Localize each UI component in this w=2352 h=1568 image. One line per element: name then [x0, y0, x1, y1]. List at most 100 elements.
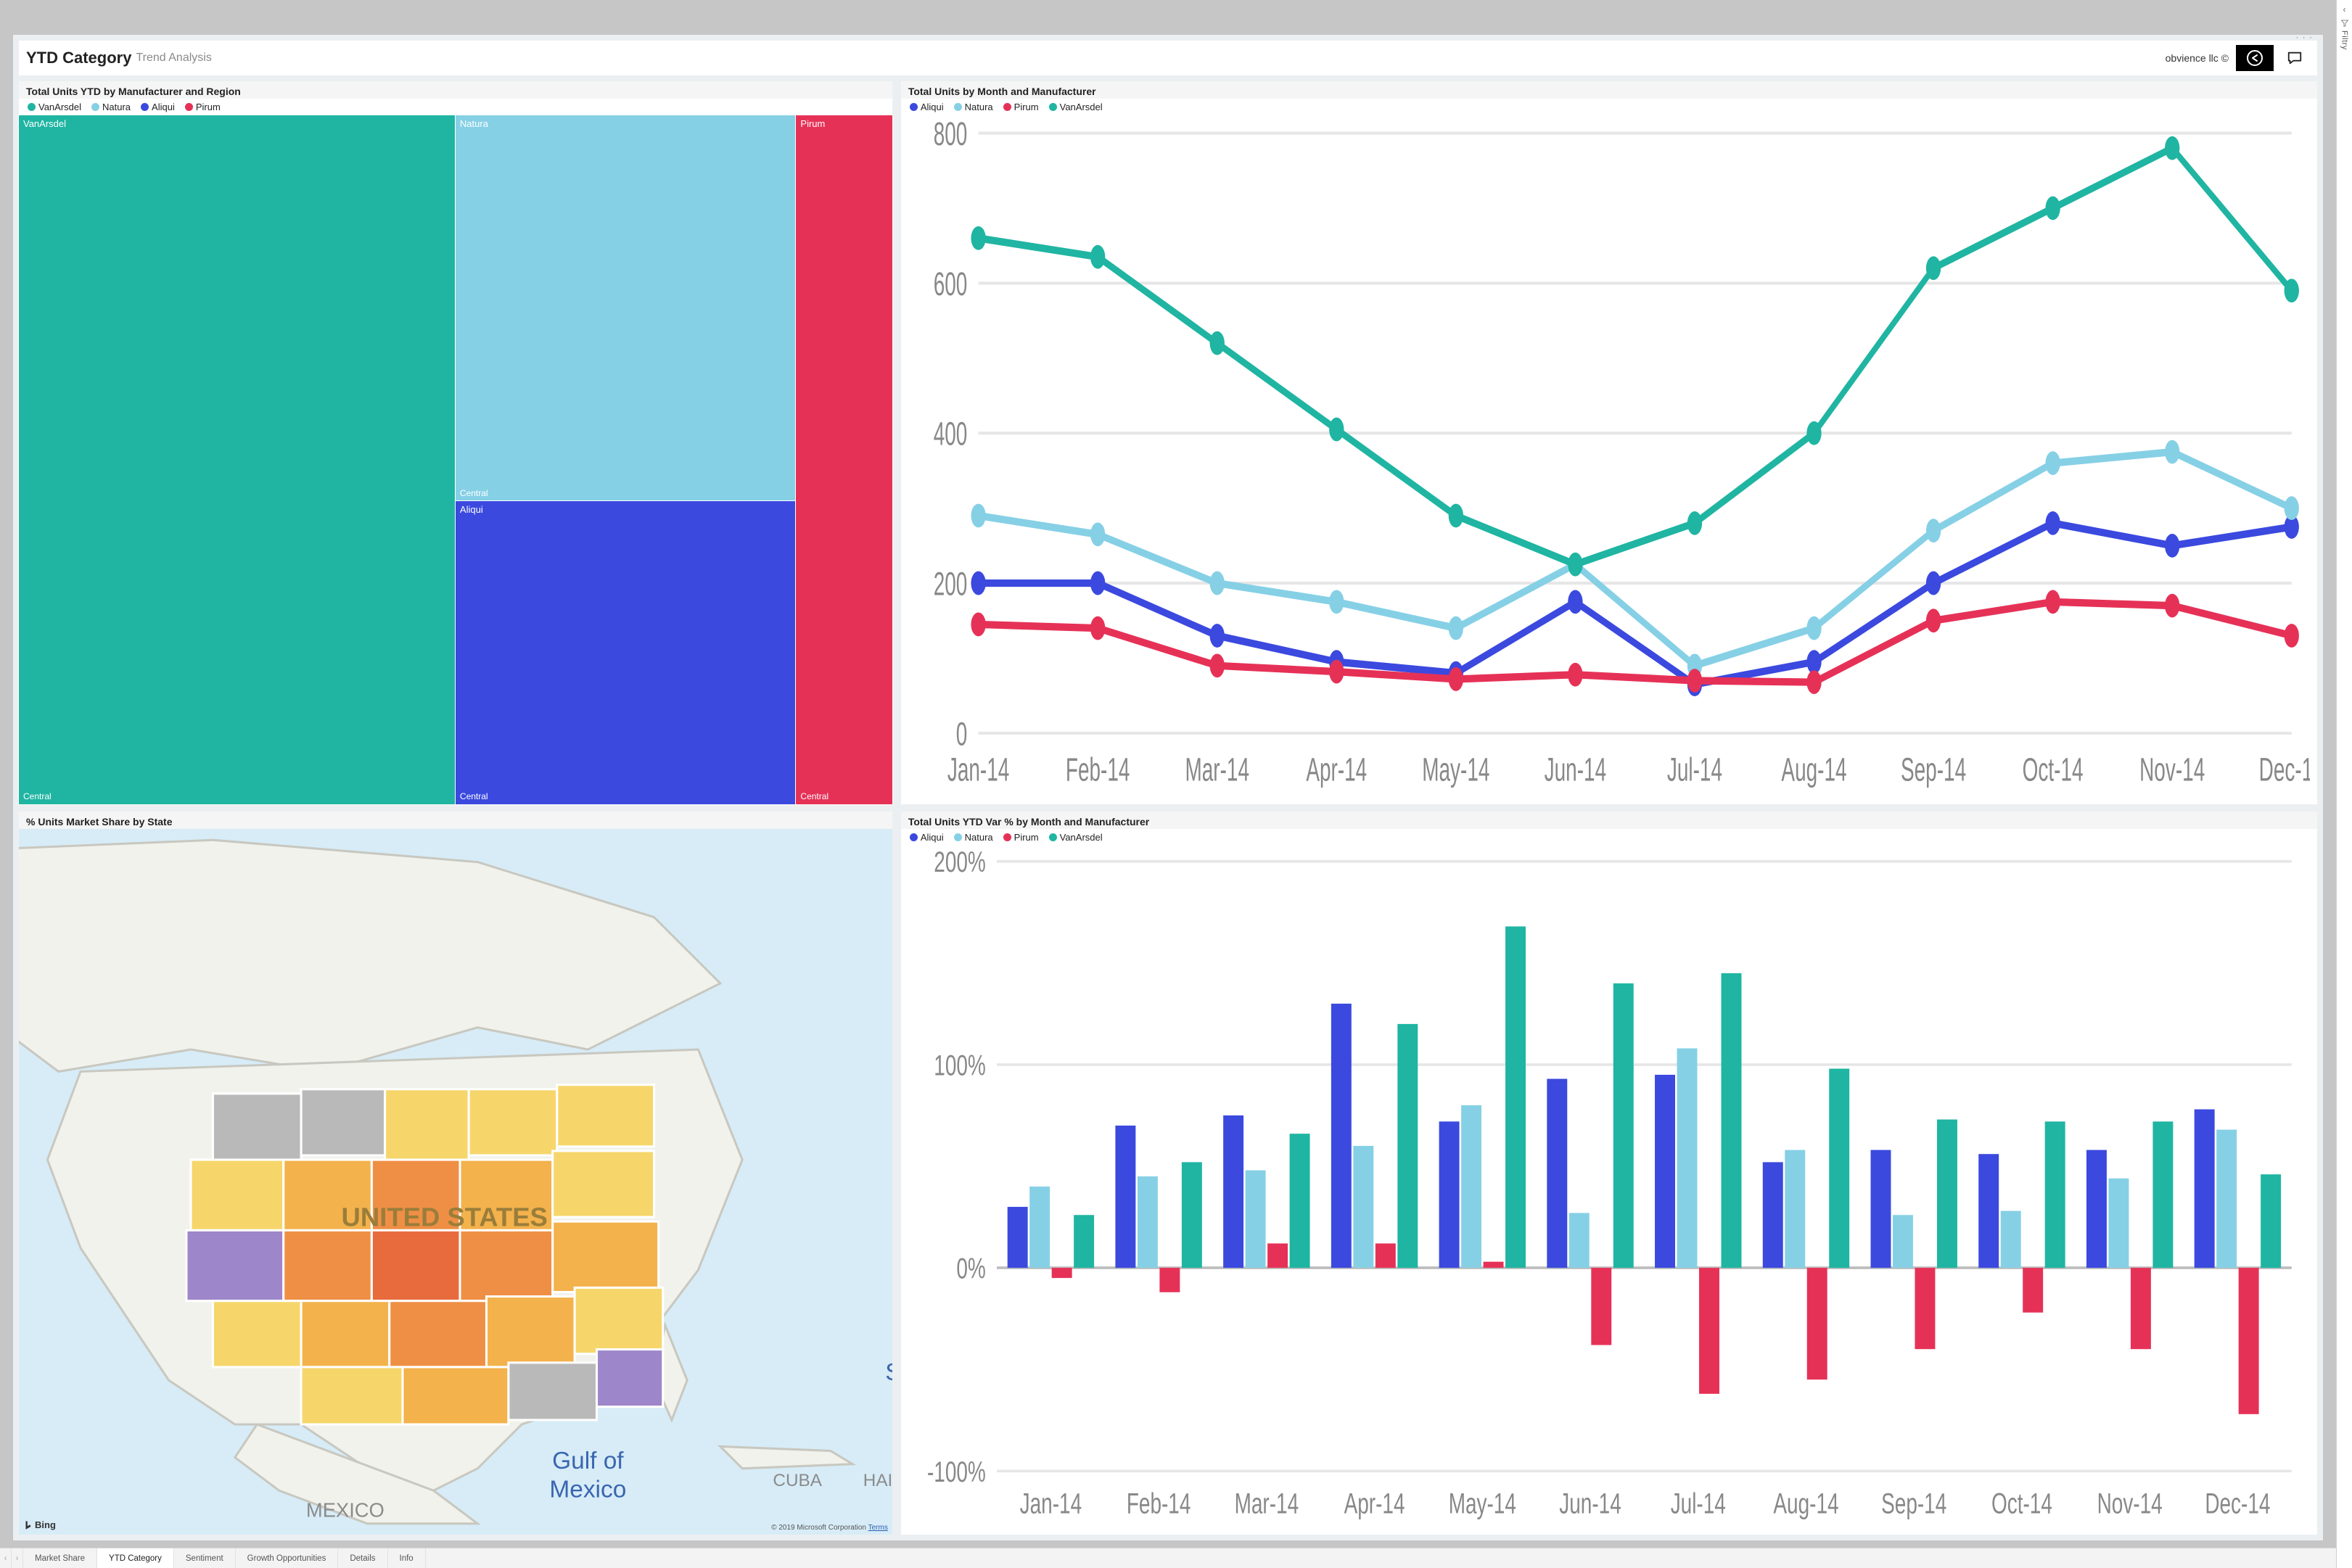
map-visual[interactable]: UNITED STATES Gulf ofMexico Sargass MEXICO C… [19, 829, 892, 1535]
svg-text:Mexico: Mexico [549, 1476, 626, 1503]
legend-item[interactable]: VanArsdel [28, 102, 81, 112]
logo-badge [2236, 45, 2274, 71]
visual-menu-ellipsis[interactable]: · · · [2295, 32, 2313, 42]
linechart-visual[interactable]: 0200400600800Jan-14Feb-14Mar-14Apr-14May… [908, 115, 2310, 799]
treemap-cell[interactable]: VanArsdel Central [19, 115, 456, 804]
legend-item[interactable]: Pirum [1003, 832, 1039, 843]
legend-swatch [91, 103, 99, 111]
svg-text:Nov-14: Nov-14 [2139, 751, 2205, 788]
treemap-cell-label: Aliqui [460, 504, 483, 515]
svg-text:200%: 200% [934, 847, 985, 879]
svg-text:Gulf of: Gulf of [552, 1448, 624, 1474]
main-column: · · · YTD Category Trend Analysis obvien… [0, 0, 2336, 1568]
legend-label: VanArsdel [38, 102, 81, 112]
legend-item[interactable]: Natura [954, 832, 993, 843]
svg-text:May-14: May-14 [1449, 1488, 1516, 1520]
page-tab[interactable]: Growth Opportunities [236, 1548, 339, 1568]
legend-swatch [954, 103, 962, 111]
tile-title-linechart: Total Units by Month and Manufacturer [901, 81, 2317, 99]
report-titlebar[interactable]: · · · YTD Category Trend Analysis obvien… [19, 41, 2317, 75]
filters-collapse-icon[interactable]: ‹ [2343, 3, 2346, 19]
svg-text:CUBA: CUBA [773, 1471, 822, 1490]
treemap-cell-label: Natura [460, 118, 488, 129]
svg-text:Feb-14: Feb-14 [1066, 751, 1130, 788]
svg-text:Jun-14: Jun-14 [1544, 751, 1605, 788]
treemap-cell-region: Central [460, 488, 488, 498]
treemap-cell[interactable]: Pirum Central [796, 115, 892, 804]
dashboard-rows: Total Units YTD by Manufacturer and Regi… [19, 81, 2317, 1535]
svg-text:0: 0 [956, 715, 968, 751]
svg-text:Jan-14: Jan-14 [947, 751, 1009, 788]
legend-item[interactable]: Pirum [185, 102, 221, 112]
legend-item[interactable]: Natura [954, 102, 993, 112]
tab-nav-prev[interactable]: ‹ [0, 1548, 12, 1568]
legend-swatch [954, 833, 962, 841]
map-terms-link[interactable]: Terms [868, 1524, 888, 1532]
page-tab[interactable]: YTD Category [97, 1548, 174, 1568]
treemap-cell-region: Central [23, 791, 52, 801]
legend-swatch [1049, 103, 1057, 111]
page-tab[interactable]: Details [338, 1548, 387, 1568]
legend-label: Aliqui [921, 832, 944, 843]
legend-label: Natura [965, 832, 993, 843]
treemap-cell-label: Pirum [800, 118, 825, 129]
legend-item[interactable]: Aliqui [141, 102, 175, 112]
svg-text:Sargass: Sargass [885, 1359, 892, 1386]
page-tab[interactable]: Info [388, 1548, 426, 1568]
svg-text:Oct-14: Oct-14 [2023, 751, 2084, 788]
legend-item[interactable]: VanArsdel [1049, 832, 1103, 843]
svg-text:HAITI: HAITI [863, 1471, 892, 1490]
legend-swatch [1003, 833, 1011, 841]
treemap-cell-region: Central [800, 791, 828, 801]
comment-button[interactable] [2279, 45, 2310, 71]
legend-treemap: VanArsdel Natura Aliqui Pirum [19, 99, 892, 115]
treemap-cell[interactable]: Natura Central [456, 115, 796, 501]
page-tab[interactable]: Sentiment [174, 1548, 236, 1568]
legend-label: Natura [102, 102, 131, 112]
legend-item[interactable]: Natura [91, 102, 131, 112]
report-canvas: · · · YTD Category Trend Analysis obvien… [13, 35, 2323, 1540]
svg-text:Jun-14: Jun-14 [1559, 1488, 1621, 1520]
logo-icon [2246, 49, 2263, 67]
legend-swatch [28, 103, 36, 111]
tab-nav-next[interactable]: › [12, 1548, 23, 1568]
svg-text:Aug-14: Aug-14 [1773, 1488, 1838, 1520]
tile-linechart[interactable]: Total Units by Month and Manufacturer Al… [901, 81, 2317, 804]
svg-text:Oct-14: Oct-14 [1991, 1488, 2052, 1520]
filters-pane-collapsed[interactable]: ‹ Filtry [2336, 0, 2352, 1568]
tile-treemap[interactable]: Total Units YTD by Manufacturer and Regi… [19, 81, 892, 804]
canvas-outer: · · · YTD Category Trend Analysis obvien… [0, 0, 2336, 1548]
svg-text:Apr-14: Apr-14 [1306, 751, 1367, 788]
legend-label: Pirum [1014, 832, 1039, 843]
treemap-cell[interactable]: Aliqui Central [456, 501, 796, 804]
legend-item[interactable]: Pirum [1003, 102, 1039, 112]
page-tabstrip: ‹ › Market ShareYTD CategorySentimentGro… [0, 1548, 2336, 1568]
svg-text:May-14: May-14 [1422, 751, 1489, 788]
barchart-visual[interactable]: -100%0%100%200%Jan-14Feb-14Mar-14Apr-14M… [908, 846, 2310, 1529]
tile-body-treemap: VanArsdel Central Natura Central Aliqui Centr… [19, 115, 892, 804]
svg-text:Jul-14: Jul-14 [1667, 751, 1722, 788]
svg-text:Sep-14: Sep-14 [1901, 751, 1966, 788]
tile-map[interactable]: % Units Market Share by State UNITED STA… [19, 812, 892, 1535]
legend-item[interactable]: Aliqui [910, 102, 944, 112]
legend-swatch [910, 103, 918, 111]
svg-text:Sep-14: Sep-14 [1881, 1488, 1946, 1520]
svg-text:Mar-14: Mar-14 [1185, 751, 1249, 788]
attribution-text: obvience llc © [2166, 52, 2229, 64]
legend-swatch [185, 103, 193, 111]
treemap-cell-label: VanArsdel [23, 118, 66, 129]
legend-item[interactable]: VanArsdel [1049, 102, 1103, 112]
page-tab[interactable]: Market Share [23, 1548, 97, 1568]
treemap-cell-region: Central [460, 791, 488, 801]
tile-title-treemap: Total Units YTD by Manufacturer and Regi… [19, 81, 892, 99]
svg-text:UNITED STATES: UNITED STATES [342, 1202, 548, 1231]
legend-label: Aliqui [921, 102, 944, 112]
tile-title-map: % Units Market Share by State [19, 812, 892, 829]
legend-item[interactable]: Aliqui [910, 832, 944, 843]
svg-text:MEXICO: MEXICO [306, 1499, 385, 1522]
tile-barchart[interactable]: Total Units YTD Var % by Month and Manuf… [901, 812, 2317, 1535]
svg-text:Jan-14: Jan-14 [1019, 1488, 1081, 1520]
treemap-visual[interactable]: VanArsdel Central Natura Central Aliqui Centr… [19, 115, 892, 804]
legend-label: Aliqui [152, 102, 175, 112]
svg-text:200: 200 [934, 566, 968, 602]
